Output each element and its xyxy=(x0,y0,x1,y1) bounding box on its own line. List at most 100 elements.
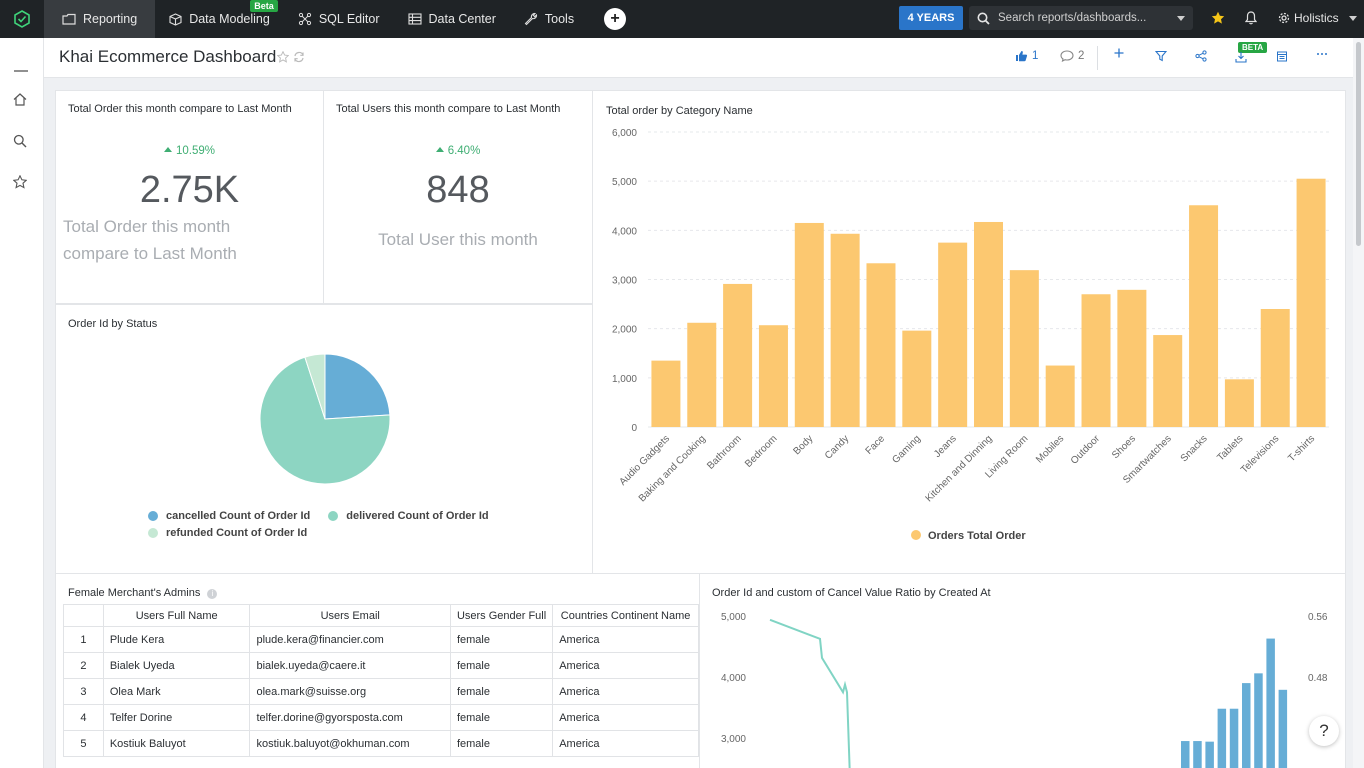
bar xyxy=(902,330,932,427)
y-right-tick-label: 0.48 xyxy=(1308,673,1328,684)
bar xyxy=(830,233,860,427)
cell-gender: female xyxy=(449,730,554,757)
share-button[interactable] xyxy=(1195,50,1207,62)
cell-email: plude.kera@financier.com xyxy=(249,626,451,653)
bar xyxy=(1224,379,1254,427)
collapse-menu-icon[interactable] xyxy=(13,60,29,78)
reporting-icon xyxy=(62,13,76,25)
comment-count: 2 xyxy=(1078,50,1085,62)
bar xyxy=(758,325,788,427)
page-scrollbar[interactable] xyxy=(1353,38,1364,768)
column-header-full-name[interactable]: Users Full Name xyxy=(102,604,251,627)
combo-chart: 5,000 4,000 3,000 0.56 0.48 xyxy=(721,612,1328,768)
bar xyxy=(938,242,968,427)
table-row[interactable]: 1 Plude Kera plude.kera@financier.com femal… xyxy=(63,626,699,653)
comment-icon xyxy=(1060,50,1074,62)
help-button[interactable]: ? xyxy=(1309,716,1339,746)
cell-full-name: Plude Kera xyxy=(102,626,251,653)
y-tick-label: 2,000 xyxy=(612,325,637,336)
cell-continent: America xyxy=(552,626,699,653)
kpi-card-orders: Total Order this month compare to Last M… xyxy=(55,90,324,304)
cell-continent: America xyxy=(552,652,699,679)
table-row[interactable]: 5 Kostiuk Baluyot kostiuk.baluyot@okhuman.… xyxy=(63,730,699,757)
bar xyxy=(1296,178,1326,427)
cell-full-name: Olea Mark xyxy=(102,678,251,705)
cell-full-name: Bialek Uyeda xyxy=(102,652,251,679)
user-menu-caret-icon xyxy=(1348,15,1357,21)
cell-index: 5 xyxy=(63,730,104,757)
x-tick-label: T-shirts xyxy=(1286,433,1317,464)
bar-chart-title: Total order by Category Name xyxy=(606,105,753,117)
search-input[interactable]: Search reports/dashboards... xyxy=(969,6,1193,30)
bar xyxy=(974,221,1003,427)
calendar-icon xyxy=(1277,51,1287,62)
y-tick-label: 3,000 xyxy=(612,276,637,287)
add-new-button[interactable]: + xyxy=(604,8,627,30)
filter-button[interactable] xyxy=(1155,50,1167,62)
x-tick-label: Snacks xyxy=(1179,433,1210,464)
table-row[interactable]: 2 Bialek Uyeda bialek.uyeda@caere.it female… xyxy=(63,652,699,679)
cell-gender: female xyxy=(449,626,554,653)
combo-bar xyxy=(1205,741,1214,768)
export-button[interactable] xyxy=(1235,51,1247,63)
tab-tools-label: Tools xyxy=(544,12,575,26)
like-button[interactable]: 1 xyxy=(1015,50,1038,62)
comments-button[interactable]: 2 xyxy=(1060,50,1084,62)
bar xyxy=(1045,365,1075,427)
search-dropdown-icon[interactable] xyxy=(1177,15,1185,21)
table-row[interactable]: 3 Olea Mark olea.mark@suisse.org female Amer… xyxy=(63,678,699,705)
bar xyxy=(1153,335,1183,427)
refresh-icon[interactable] xyxy=(293,51,305,63)
bar xyxy=(651,360,681,427)
like-count: 1 xyxy=(1032,50,1039,62)
scrollbar-thumb[interactable] xyxy=(1356,42,1361,246)
tab-data-center[interactable]: Data Center xyxy=(394,0,510,38)
info-icon[interactable]: i xyxy=(207,589,218,599)
more-dots-icon xyxy=(1317,53,1327,55)
bar xyxy=(1009,270,1039,427)
column-header-gender[interactable]: Users Gender Full xyxy=(449,604,554,627)
x-tick-label: Candy xyxy=(823,433,851,461)
legend-item-delivered[interactable]: delivered Count of Order Id xyxy=(328,510,489,522)
kpi-users-delta: 6.40% xyxy=(324,145,592,157)
pie-slice xyxy=(324,353,391,420)
x-tick-label: Tablets xyxy=(1215,433,1245,463)
favorites-star-icon[interactable] xyxy=(1211,11,1225,30)
tab-data-center-label: Data Center xyxy=(428,12,496,26)
search-icon[interactable] xyxy=(13,134,27,153)
notification-bell-icon[interactable] xyxy=(1244,11,1258,30)
tab-sql-editor[interactable]: SQL Editor xyxy=(284,0,394,38)
date-range-button[interactable]: 4 YEARS xyxy=(899,6,963,30)
legend-item-refunded[interactable]: refunded Count of Order Id xyxy=(148,527,489,539)
bar xyxy=(687,322,717,427)
more-options-button[interactable] xyxy=(1316,48,1328,60)
add-widget-button[interactable] xyxy=(1114,48,1124,58)
x-tick-label: Bedroom xyxy=(743,433,779,469)
kpi-card-users: Total Users this month compare to Last M… xyxy=(323,90,593,304)
y-left-tick-label: 3,000 xyxy=(721,734,746,745)
table-title-text: Female Merchant's Admins xyxy=(68,587,201,599)
schedule-button[interactable] xyxy=(1276,50,1288,62)
kpi-orders-title: Total Order this month compare to Last M… xyxy=(68,103,292,115)
legend-swatch-delivered xyxy=(328,511,339,521)
combo-bar xyxy=(1229,708,1239,768)
pie-slice xyxy=(259,356,391,485)
tab-tools[interactable]: Tools xyxy=(510,0,588,38)
legend-swatch xyxy=(911,530,921,540)
sql-icon xyxy=(298,12,311,26)
share-icon xyxy=(1195,50,1207,62)
cell-email: olea.mark@suisse.org xyxy=(249,678,451,705)
x-tick-label: Kitchen and Dinning xyxy=(924,433,995,504)
column-header-continent[interactable]: Countries Continent Name xyxy=(552,604,699,627)
legend-item-cancelled[interactable]: cancelled Count of Order Id xyxy=(148,510,310,522)
tab-data-modeling[interactable]: Data Modeling Beta xyxy=(155,0,284,38)
tab-reporting[interactable]: Reporting xyxy=(44,0,156,38)
user-menu-label: Holistics xyxy=(1294,11,1339,25)
holistics-logo[interactable] xyxy=(0,0,44,38)
column-header-email[interactable]: Users Email xyxy=(249,604,451,627)
home-icon[interactable] xyxy=(13,93,27,111)
star-icon[interactable] xyxy=(12,174,28,194)
favorite-star-icon[interactable] xyxy=(277,51,289,63)
user-menu[interactable]: Holistics xyxy=(1278,11,1363,25)
table-row[interactable]: 4 Telfer Dorine telfer.dorine@gyorsposta.c… xyxy=(63,704,699,731)
